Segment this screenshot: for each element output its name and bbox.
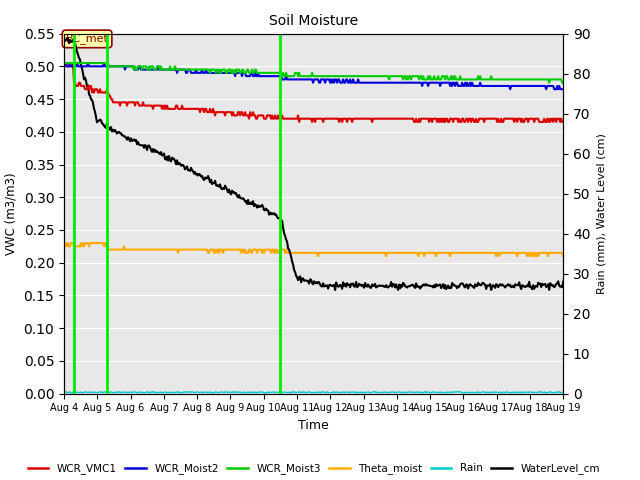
Y-axis label: Rain (mm), Water Level (cm): Rain (mm), Water Level (cm) (596, 133, 606, 294)
Title: Soil Moisture: Soil Moisture (269, 14, 358, 28)
X-axis label: Time: Time (298, 419, 329, 432)
Legend: WCR_VMC1, WCR_Moist2, WCR_Moist3, Theta_moist, Rain, WaterLevel_cm: WCR_VMC1, WCR_Moist2, WCR_Moist3, Theta_… (23, 459, 604, 479)
Text: BC_met: BC_met (66, 34, 109, 44)
Y-axis label: VWC (m3/m3): VWC (m3/m3) (5, 172, 18, 255)
